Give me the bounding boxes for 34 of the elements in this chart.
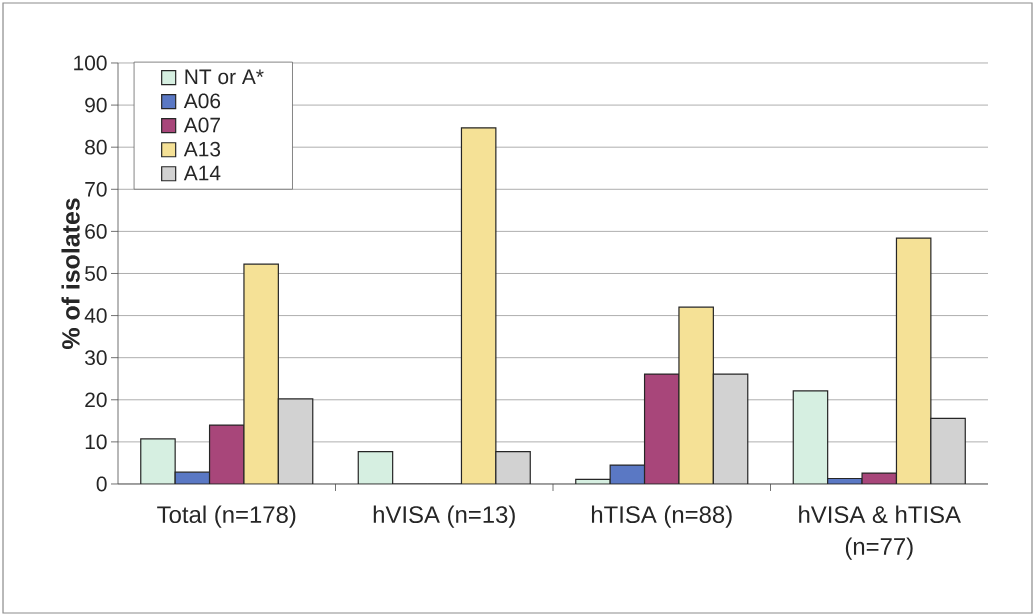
y-tick-label: 0 [96, 476, 107, 492]
legend-label: A13 [183, 141, 221, 157]
y-tick-label: 10 [85, 434, 107, 450]
bar [643, 373, 680, 484]
y-tick-label: 100 [74, 55, 107, 71]
bar [357, 450, 394, 484]
bar [277, 398, 314, 484]
y-tick-label: 50 [85, 266, 107, 281]
bar [460, 127, 497, 484]
y-tick-label: 60 [85, 223, 107, 239]
bar [243, 263, 279, 484]
x-tick-label: hVISA & hTISA (n=77) [799, 505, 961, 560]
legend-label: A07 [183, 117, 220, 133]
bar [678, 306, 714, 484]
legend-label: A06 [183, 93, 221, 109]
y-tick-label: 40 [84, 308, 107, 323]
x-tick-label: hVISA (n=13) [373, 505, 515, 528]
y-tick-label: 20 [85, 392, 107, 408]
bar [712, 373, 749, 484]
bar [140, 438, 176, 484]
y-tick-label: 70 [85, 181, 107, 197]
bar [930, 417, 966, 484]
legend-label: NT or A* [185, 69, 264, 85]
bar [495, 450, 531, 484]
bar [895, 237, 932, 484]
y-tick-label: 80 [85, 139, 107, 155]
y-tick-label: 30 [85, 350, 107, 366]
bar [208, 424, 245, 484]
x-tick-label: Total (n=178) [157, 505, 296, 528]
y-tick-label: 90 [85, 97, 107, 113]
x-tick-label: hTISA (n=88) [591, 505, 732, 528]
legend-label: A14 [183, 165, 221, 181]
y-axis-title: % of isolates [61, 198, 80, 349]
bar [792, 390, 829, 484]
